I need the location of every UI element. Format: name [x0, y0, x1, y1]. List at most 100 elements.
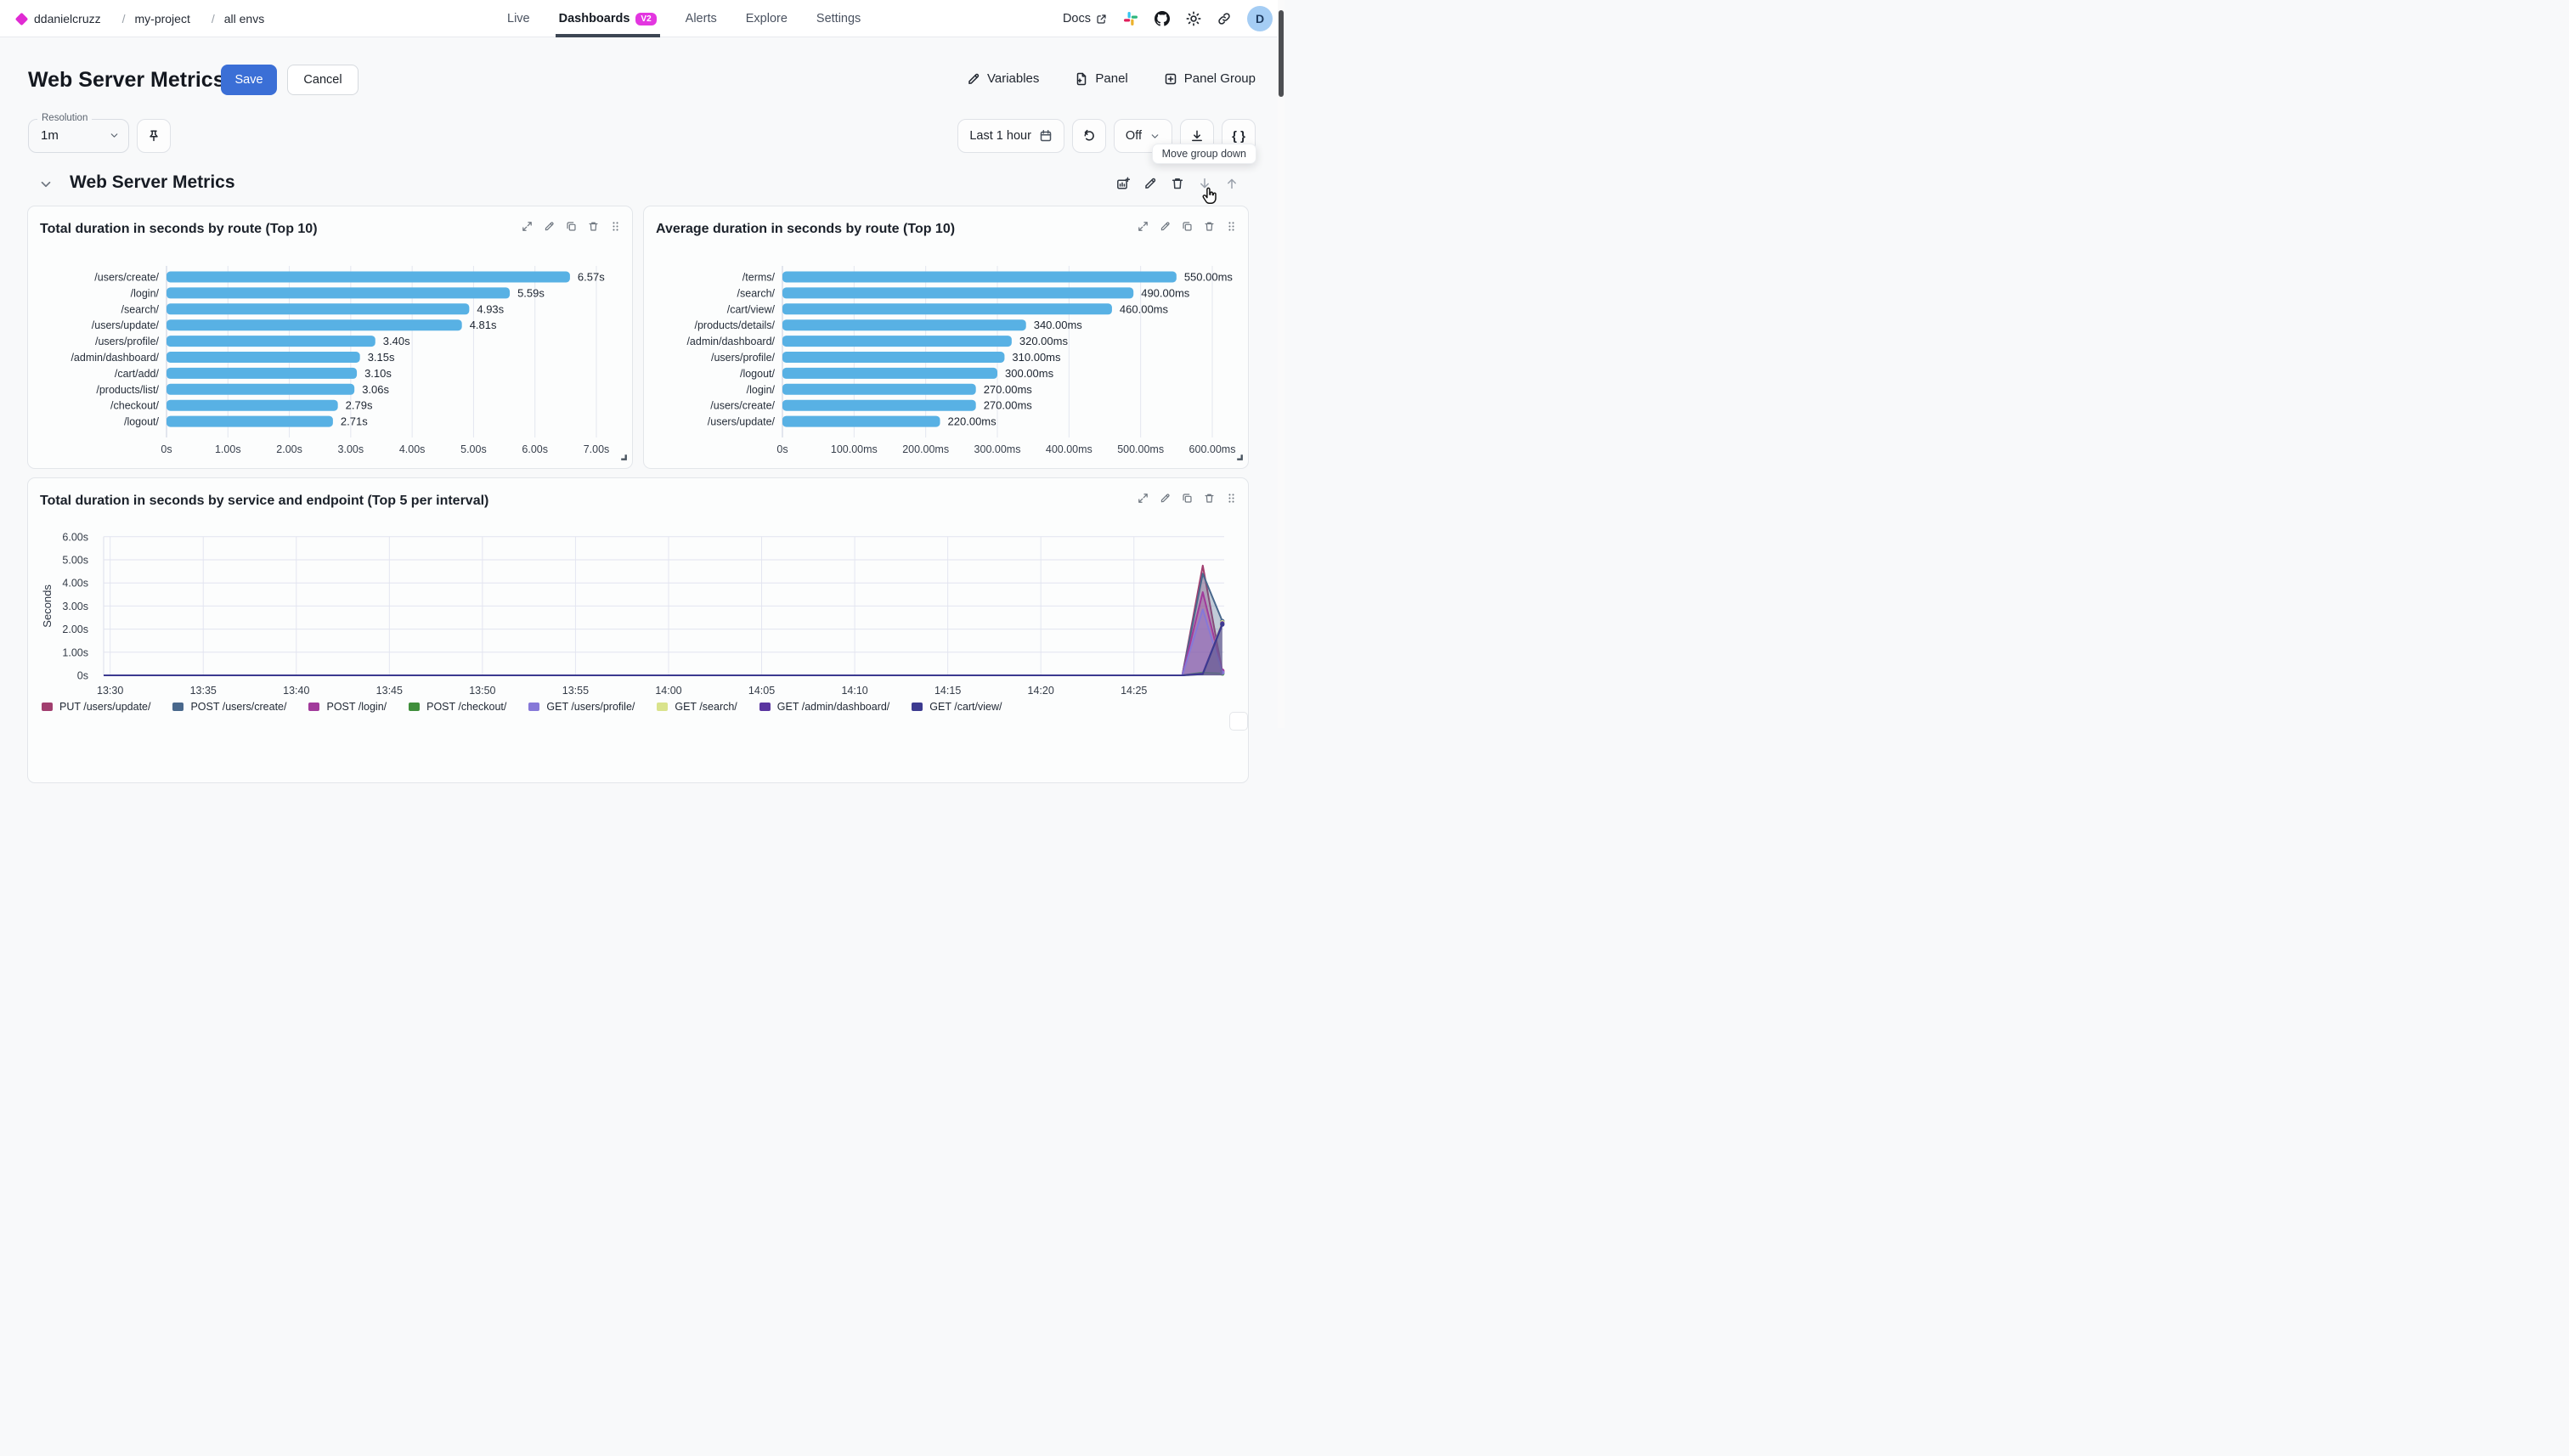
duplicate-panel-icon[interactable]: [566, 221, 577, 232]
svg-text:/login/: /login/: [747, 384, 776, 396]
expand-panel-icon[interactable]: [522, 221, 533, 232]
duplicate-panel-icon[interactable]: [1182, 221, 1193, 232]
svg-text:7.00s: 7.00s: [584, 443, 610, 455]
avatar[interactable]: D: [1247, 6, 1273, 31]
breadcrumb-project[interactable]: my-project: [135, 12, 202, 25]
legend-label: GET /admin/dashboard/: [776, 701, 890, 713]
breadcrumb-separator: /: [211, 12, 215, 25]
breadcrumb-org[interactable]: ddanielcruzz: [34, 12, 113, 25]
svg-text:/users/update/: /users/update/: [708, 416, 776, 428]
svg-text:/search/: /search/: [737, 287, 776, 299]
legend-item[interactable]: GET /users/profile/: [528, 701, 635, 713]
legend-item[interactable]: POST /login/: [308, 701, 387, 713]
svg-text:14:05: 14:05: [748, 685, 775, 697]
expand-panel-icon[interactable]: [1138, 493, 1149, 504]
edit-group-icon[interactable]: [1143, 177, 1157, 190]
download-icon: [1190, 129, 1204, 143]
legend-item[interactable]: GET /search/: [657, 701, 737, 713]
panel-group-header: Web Server Metrics: [0, 170, 1284, 200]
delete-panel-icon[interactable]: [1204, 493, 1215, 504]
scroll-corner: [1229, 712, 1248, 731]
legend-item[interactable]: PUT /users/update/: [42, 701, 150, 713]
legend-label: GET /cart/view/: [929, 701, 1002, 713]
tooltip: Move group down: [1151, 144, 1256, 164]
header-actions: Variables Panel Panel Group: [967, 71, 1256, 86]
breadcrumb-env-label: all envs: [223, 12, 265, 25]
svg-text:13:35: 13:35: [190, 685, 217, 697]
edit-panel-icon[interactable]: [1160, 493, 1171, 504]
resolution-select[interactable]: Resolution 1m: [28, 113, 129, 153]
svg-text:/logout/: /logout/: [124, 416, 160, 428]
tab-explore[interactable]: Explore: [745, 12, 788, 25]
resize-handle-icon[interactable]: [1234, 450, 1244, 466]
pin-icon: [147, 129, 161, 143]
add-panel-button[interactable]: Panel: [1075, 71, 1128, 86]
edit-panel-icon[interactable]: [1160, 221, 1171, 232]
legend-item[interactable]: GET /admin/dashboard/: [759, 701, 889, 713]
page-title: Web Server Metrics: [28, 68, 225, 92]
docs-link[interactable]: Docs: [1063, 12, 1107, 25]
delete-panel-icon[interactable]: [1204, 221, 1215, 232]
add-panel-group-button[interactable]: Panel Group: [1164, 71, 1256, 86]
svg-text:/products/details/: /products/details/: [695, 319, 776, 331]
caret-sort-icon: [268, 14, 276, 25]
svg-text:/products/list/: /products/list/: [96, 384, 159, 396]
legend-item[interactable]: GET /cart/view/: [912, 701, 1002, 713]
group-actions: [1116, 177, 1239, 190]
legend-swatch: [528, 703, 540, 711]
tab-settings[interactable]: Settings: [816, 12, 861, 25]
external-link-icon: [1096, 14, 1107, 25]
link-icon[interactable]: [1217, 12, 1231, 25]
cancel-button[interactable]: Cancel: [287, 65, 359, 95]
edit-panel-icon[interactable]: [544, 221, 555, 232]
move-group-down-icon[interactable]: [1198, 177, 1211, 190]
panel-title: Average duration in seconds by route (To…: [656, 222, 956, 236]
variables-button[interactable]: Variables: [967, 71, 1039, 86]
delete-group-icon[interactable]: [1171, 177, 1184, 190]
svg-text:14:00: 14:00: [655, 685, 681, 697]
save-button[interactable]: Save: [221, 65, 277, 95]
svg-text:5.59s: 5.59s: [517, 286, 545, 299]
panel-actions: [1138, 493, 1237, 504]
pin-resolution-button[interactable]: [137, 119, 171, 153]
refresh-button[interactable]: [1071, 119, 1106, 153]
panel-actions: [1138, 221, 1237, 232]
svg-text:13:50: 13:50: [469, 685, 495, 697]
svg-text:/users/profile/: /users/profile/: [95, 336, 160, 347]
duplicate-panel-icon[interactable]: [1182, 493, 1193, 504]
auto-refresh-select[interactable]: Off: [1113, 119, 1172, 153]
theme-sun-icon[interactable]: [1186, 11, 1201, 26]
move-group-up-icon[interactable]: [1225, 177, 1239, 190]
svg-text:/cart/view/: /cart/view/: [727, 303, 776, 315]
drag-panel-icon[interactable]: [1226, 493, 1237, 504]
drag-panel-icon[interactable]: [1226, 221, 1237, 232]
calendar-icon: [1039, 129, 1053, 143]
v2-badge: V2: [635, 12, 657, 25]
scrollbar-thumb[interactable]: [1279, 10, 1284, 97]
legend-item[interactable]: POST /checkout/: [409, 701, 506, 713]
legend-label: POST /login/: [326, 701, 387, 713]
slack-icon[interactable]: [1123, 11, 1138, 26]
svg-text:550.00ms: 550.00ms: [1184, 271, 1234, 284]
time-range-button[interactable]: Last 1 hour: [957, 119, 1064, 153]
breadcrumb-env[interactable]: all envs: [224, 12, 276, 25]
tab-alerts[interactable]: Alerts: [685, 12, 717, 25]
github-icon[interactable]: [1155, 11, 1170, 26]
svg-text:220.00ms: 220.00ms: [948, 415, 997, 428]
collapse-group-icon[interactable]: [38, 177, 54, 192]
expand-panel-icon[interactable]: [1138, 221, 1149, 232]
drag-panel-icon[interactable]: [610, 221, 621, 232]
panel-actions: [522, 221, 621, 232]
top-nav: ddanielcruzz / my-project / all envs Liv…: [0, 0, 1284, 37]
tab-live[interactable]: Live: [507, 12, 530, 25]
add-chart-icon[interactable]: [1116, 177, 1130, 190]
nav-right: Docs D: [1063, 0, 1273, 37]
delete-panel-icon[interactable]: [588, 221, 599, 232]
page-scrollbar[interactable]: [1278, 0, 1284, 728]
tab-dashboards[interactable]: Dashboards V2: [555, 0, 660, 37]
legend-label: POST /users/create/: [190, 701, 287, 713]
legend-item[interactable]: POST /users/create/: [172, 701, 286, 713]
resize-handle-icon[interactable]: [618, 450, 628, 466]
chevron-down-icon: [1149, 131, 1160, 142]
svg-text:3.00s: 3.00s: [62, 601, 88, 612]
